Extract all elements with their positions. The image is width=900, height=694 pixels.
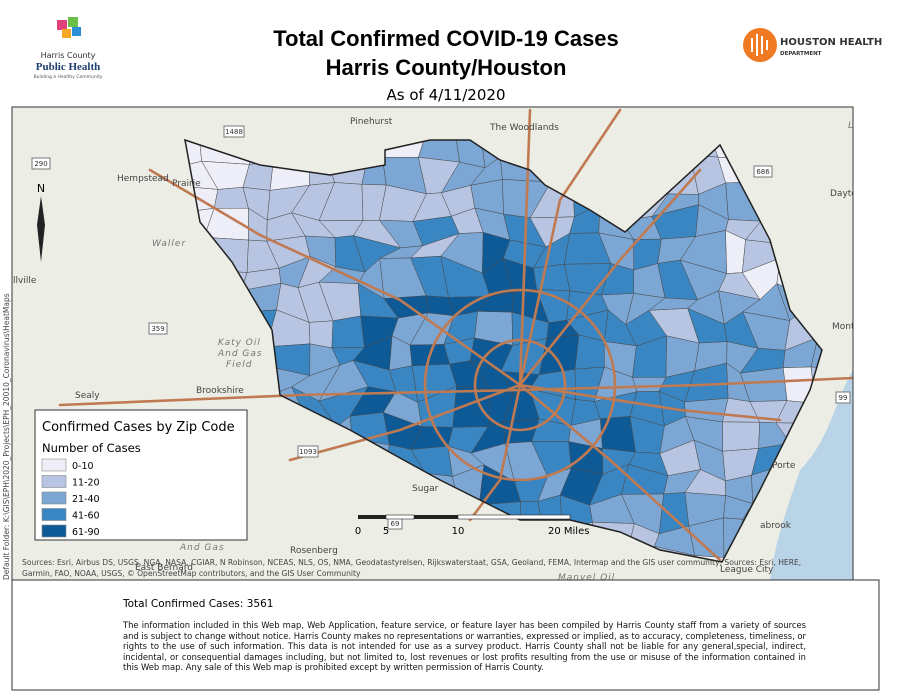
footer-box [11,579,880,691]
place-label: Brookshire [196,386,244,396]
zip-area [308,320,334,349]
place-label: League City [720,565,774,575]
shield-label: 359 [151,325,164,333]
legend-swatch [41,475,67,488]
legend-title: Confirmed Cases by Zip Code [42,420,235,435]
place-label: Dayton [830,189,863,199]
legend-box [34,409,248,541]
highways [58,108,853,562]
county-outline [184,138,823,563]
zip-area [722,421,760,452]
place-label: llville [13,276,37,286]
logo-mark [68,17,78,27]
logo-mark [72,27,81,36]
place-label: Field [226,360,252,370]
shield: 290 [31,157,51,170]
place-label: abrook [760,521,792,531]
shield-label: 69 [391,520,400,528]
shield: 69 [387,517,403,530]
legend: Confirmed Cases by Zip Code Number of Ca… [34,409,248,541]
scale-label: 0 [355,526,361,537]
logo-mark [57,20,67,30]
legend-swatch [41,508,67,521]
place-label: Prairie [172,179,201,189]
title: Harris County/Houston [326,55,567,80]
folder-path: Default Folder: K:\GIS\EPH\2020_Projects… [2,293,11,580]
place-label: Mont Belvie [832,322,885,332]
place-label: Waller [152,239,186,249]
scale-bar [358,514,571,520]
place-label: Sugar [412,484,439,494]
legend-label: 11-20 [72,478,100,489]
shield-label: 1093 [299,448,317,456]
legend-label: 0-10 [72,461,94,472]
zip-area [574,334,605,370]
place-label: East Bernard [135,563,193,573]
disclaimer: The information included in this Web map… [123,620,806,672]
sources: Garmin, FAO, NOAA, USGS, © OpenStreetMap… [22,569,361,578]
logo-text: DEPARTMENT [780,51,822,57]
legend-swatch [41,491,67,505]
legend-label: 41-60 [72,511,100,522]
logo-mark [743,28,777,62]
place-label: Rosenberg [290,546,338,556]
subtitle: As of 4/11/2020 [387,86,506,104]
place-label: Sealy [75,391,100,401]
title: Total Confirmed COVID-19 Cases [273,26,619,51]
shield: 99 [835,391,851,404]
shield: 1488 [223,125,245,138]
zip-area [331,315,365,349]
legend-swatch [41,524,67,538]
legend-subtitle: Number of Cases [42,441,141,455]
place-label: Pinehurst [350,117,393,127]
legend-label: 61-90 [72,527,100,538]
place-label: Liber [848,121,876,131]
place-label: And Gas [179,543,225,553]
scale-label: 5 [383,526,389,537]
zip-area [213,187,249,209]
shield: 359 [148,322,168,335]
logo-mark [751,34,768,56]
logo-mark [62,29,71,38]
shield-label: 1488 [225,128,243,136]
shield-label: 686 [756,168,770,176]
zip-area [600,416,636,453]
shield: 686 [753,165,773,178]
sources: Sources: Esri, Airbus DS, USGS, NGA, NAS… [22,558,801,567]
map: Pinehurst The Woodlands Hempstead Prairi… [12,107,885,583]
total-cases: Total Confirmed Cases: 3561 [122,598,273,610]
scale-label: 20 Miles [548,526,589,537]
shield-label: 99 [839,394,848,402]
legend-swatch [41,458,67,472]
scale-label: 10 [452,526,465,537]
place-label: Porte [772,461,796,471]
place-label: Hempstead [117,174,169,184]
legend-label: 21-40 [72,494,100,505]
place-label: And Gas [217,349,263,359]
shield-label: 290 [34,160,47,168]
place-label: The Woodlands [489,123,559,133]
logo-text: Harris County [41,51,96,60]
logo-text: Public Health [36,61,100,73]
north-arrow [37,196,45,262]
shield: 1093 [297,445,319,458]
place-label: Manvel Oil [558,573,615,583]
north-label: N [37,182,45,195]
logo-text: Building a Healthy Community [34,74,103,80]
logo-text: HOUSTON HEALTH [780,37,882,48]
place-label: Katy Oil [218,338,261,348]
zip-area [533,263,571,292]
water [770,370,853,580]
